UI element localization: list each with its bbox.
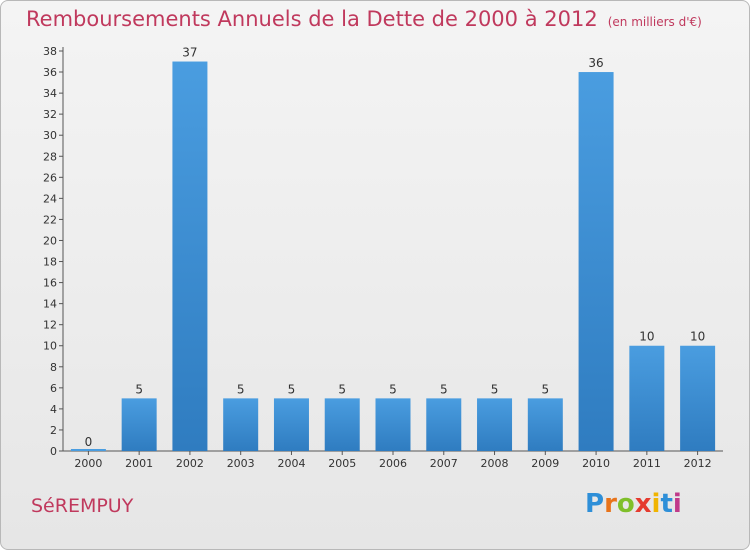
y-tick-label: 12	[43, 319, 57, 332]
bar-value-label: 5	[440, 382, 448, 396]
proxiti-logo: Proxiti	[585, 489, 682, 519]
logo-letter: r	[604, 489, 617, 519]
y-tick-label: 30	[43, 129, 57, 142]
x-tick-label: 2002	[176, 457, 204, 470]
bar	[273, 398, 309, 451]
y-tick-label: 24	[43, 192, 57, 205]
bar	[375, 398, 411, 451]
y-tick-label: 36	[43, 66, 57, 79]
x-tick-label: 2008	[481, 457, 509, 470]
bar-value-label: 10	[690, 330, 705, 344]
title-text: Remboursements Annuels de la Dette de 20…	[26, 7, 598, 31]
chart-title: Remboursements Annuels de la Dette de 20…	[26, 7, 702, 31]
x-tick-label: 2005	[328, 457, 356, 470]
logo-letter: t	[660, 489, 673, 519]
logo-letter: o	[616, 489, 635, 519]
town-name: SéREMPUY	[31, 495, 134, 517]
x-tick-label: 2012	[684, 457, 712, 470]
bar-value-label: 5	[389, 382, 397, 396]
y-tick-label: 10	[43, 340, 57, 353]
bar-value-label: 5	[135, 382, 143, 396]
x-tick-label: 2003	[227, 457, 255, 470]
bar	[121, 398, 157, 451]
x-tick-label: 2004	[277, 457, 305, 470]
logo-letter: i	[672, 489, 682, 519]
bar-value-label: 5	[491, 382, 499, 396]
y-tick-label: 34	[43, 87, 57, 100]
y-tick-label: 16	[43, 277, 57, 290]
x-tick-label: 2006	[379, 457, 407, 470]
bar-value-label: 5	[338, 382, 346, 396]
bar	[578, 72, 614, 451]
y-tick-label: 2	[50, 424, 57, 437]
bar	[426, 398, 462, 451]
y-tick-label: 8	[50, 361, 57, 374]
y-tick-label: 6	[50, 382, 57, 395]
x-tick-label: 2007	[430, 457, 458, 470]
x-tick-label: 2001	[125, 457, 153, 470]
bar	[324, 398, 360, 451]
bar-value-label: 37	[182, 46, 197, 60]
bar-value-label: 36	[588, 56, 603, 70]
unit-note: (en milliers d'€)	[607, 15, 702, 29]
bar	[223, 398, 259, 451]
x-tick-label: 2000	[74, 457, 102, 470]
bar-value-label: 5	[237, 382, 245, 396]
logo-letter: x	[634, 489, 652, 519]
y-tick-label: 18	[43, 256, 57, 269]
bar	[680, 345, 716, 451]
y-tick-label: 22	[43, 213, 57, 226]
y-tick-label: 26	[43, 171, 57, 184]
logo-letter: P	[585, 489, 605, 519]
logo-letter: i	[651, 489, 661, 519]
x-tick-label: 2010	[582, 457, 610, 470]
y-tick-label: 4	[50, 403, 57, 416]
y-tick-label: 20	[43, 234, 57, 247]
x-tick-label: 2009	[531, 457, 559, 470]
y-tick-label: 0	[50, 445, 57, 458]
y-tick-label: 38	[43, 45, 57, 58]
bar-value-label: 0	[85, 435, 93, 449]
bar-value-label: 10	[639, 330, 654, 344]
bar-value-label: 5	[288, 382, 296, 396]
y-tick-label: 32	[43, 108, 57, 121]
bar	[477, 398, 513, 451]
bar	[527, 398, 563, 451]
y-tick-label: 28	[43, 150, 57, 163]
bar-value-label: 5	[541, 382, 549, 396]
x-tick-label: 2011	[633, 457, 661, 470]
bar	[629, 345, 665, 451]
bar	[172, 61, 208, 452]
y-tick-label: 14	[43, 298, 57, 311]
